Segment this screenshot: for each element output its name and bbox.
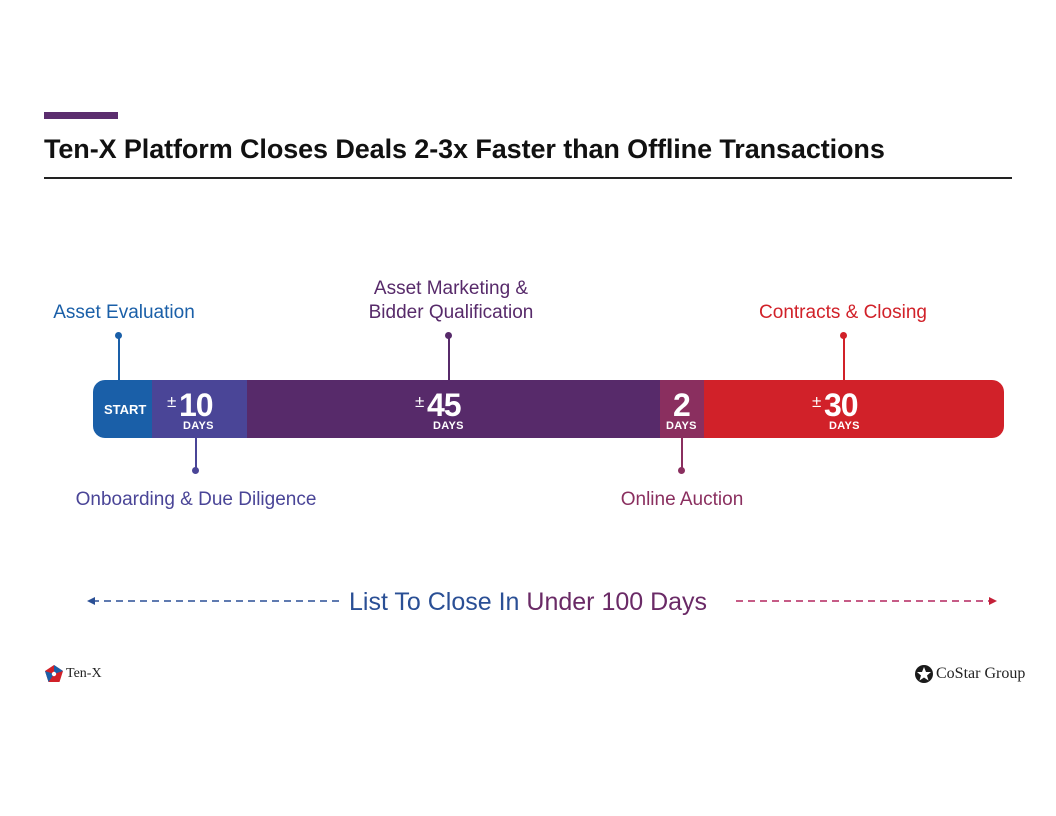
segment-auction-value: 2 — [673, 387, 691, 423]
segment-onboarding: ± 10 DAYS — [152, 380, 248, 438]
costar-logo-text: CoStar Group — [936, 665, 1026, 682]
arrow-left-icon — [87, 597, 95, 605]
title-accent-bar — [44, 112, 118, 119]
label-asset-marketing-line2: Bidder Qualification — [368, 302, 534, 323]
label-onboarding: Onboarding & Due Diligence — [75, 489, 317, 510]
segment-marketing-value: 45 — [427, 387, 462, 423]
costar-logo-icon — [914, 664, 934, 684]
label-contracts-closing: Contracts & Closing — [759, 302, 927, 323]
ten-x-logo-icon — [44, 664, 64, 684]
arrow-right-icon — [989, 597, 997, 605]
segment-closing-value: 30 — [824, 387, 859, 423]
segment-auction: 2 DAYS — [660, 380, 705, 438]
segment-closing: ± 30 DAYS — [704, 380, 1004, 438]
connector-dot-asset-marketing — [445, 332, 452, 339]
segment-marketing: ± 45 DAYS — [247, 380, 661, 438]
summary-arrow-line — [87, 597, 997, 605]
segment-auction-unit: DAYS — [666, 420, 697, 432]
label-asset-evaluation: Asset Evaluation — [53, 302, 195, 323]
segment-start-label: START — [104, 402, 147, 417]
segment-closing-unit: DAYS — [829, 420, 860, 432]
connector-onboarding — [194, 438, 197, 470]
summary-text-part2: Under 100 Days — [526, 588, 708, 616]
connector-asset-marketing — [447, 336, 450, 380]
segment-onboarding-value: 10 — [179, 387, 214, 423]
segment-onboarding-unit: DAYS — [183, 420, 214, 432]
label-asset-marketing-line1: Asset Marketing & — [373, 278, 529, 299]
connector-dot-asset-evaluation — [115, 332, 122, 339]
label-online-auction: Online Auction — [620, 489, 744, 510]
segment-marketing-prefix: ± — [415, 392, 425, 411]
summary-text: List To Close In Under 100 Days — [349, 588, 707, 617]
segment-closing-prefix: ± — [812, 392, 822, 411]
segment-onboarding-prefix: ± — [167, 392, 177, 411]
segment-marketing-unit: DAYS — [433, 420, 464, 432]
connector-contracts-closing — [842, 336, 845, 380]
connector-dot-contracts-closing — [840, 332, 847, 339]
connector-online-auction — [680, 438, 683, 470]
connector-dot-online-auction — [678, 467, 685, 474]
connector-asset-evaluation — [117, 336, 120, 380]
page-title: Ten-X Platform Closes Deals 2-3x Faster … — [44, 134, 885, 164]
connector-dot-onboarding — [192, 467, 199, 474]
summary-text-part1: List To Close In — [349, 588, 527, 616]
segment-start: START — [93, 380, 153, 438]
ten-x-logo-text: Ten-X — [66, 666, 102, 681]
title-divider — [44, 177, 1012, 179]
